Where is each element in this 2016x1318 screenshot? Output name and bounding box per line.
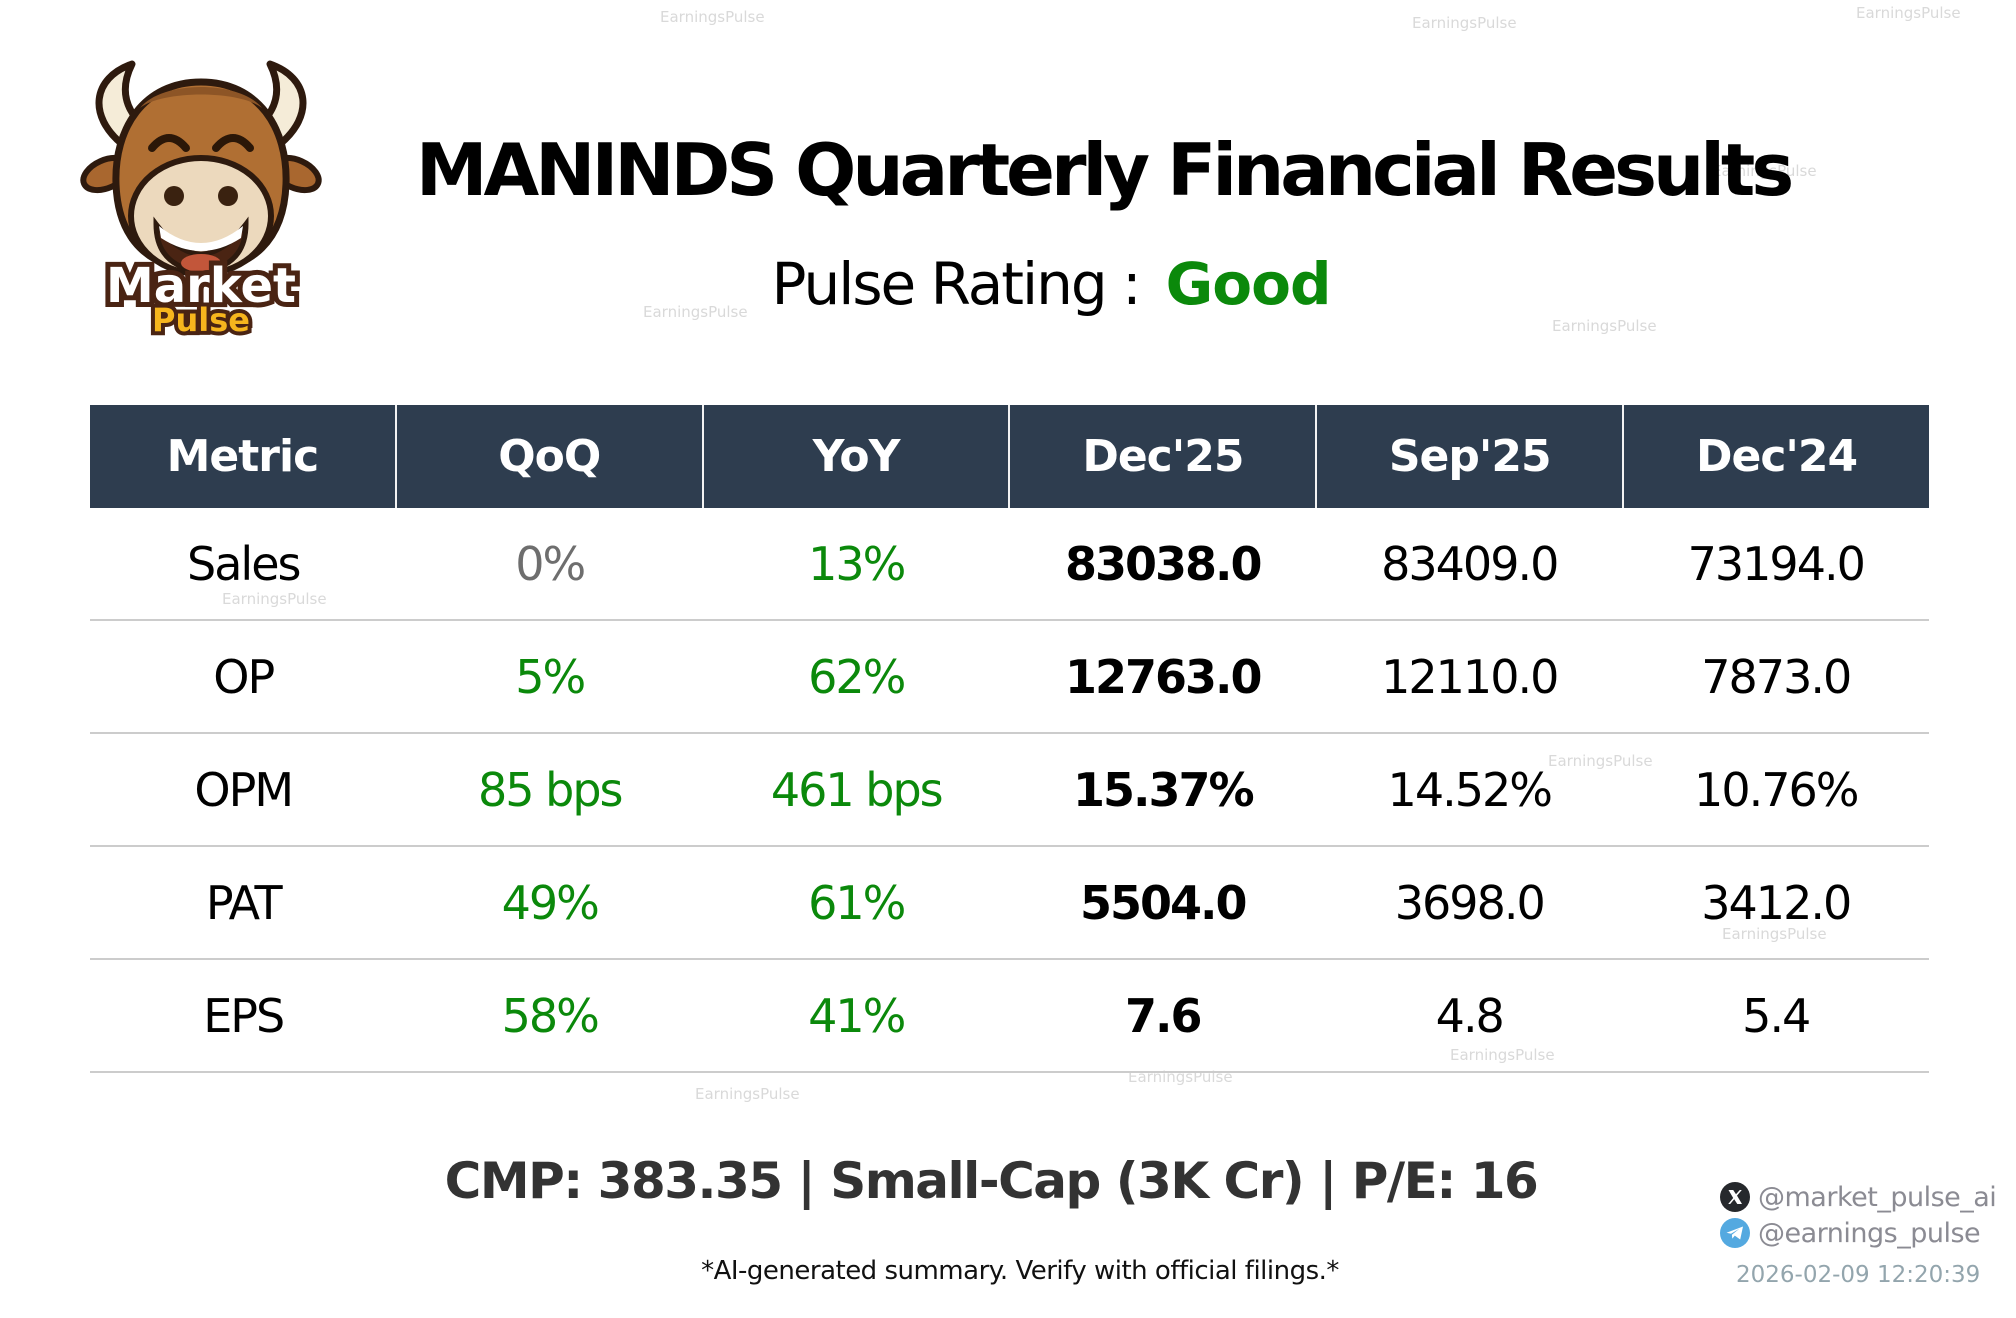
metric-label: PAT [205,875,283,930]
table-cell: 83038.0 [1064,536,1263,591]
telegram-icon [1720,1218,1750,1248]
column-header-metric: Metric [90,405,397,508]
table-cell: 13% [808,536,906,591]
table-cell: 58% [501,988,600,1043]
table-row: OPM 85 bps 461 bps 15.37% 14.52% 10.76% [90,734,1929,847]
table-cell: 3412.0 [1701,875,1852,930]
table-cell: 49% [501,875,600,930]
table-cell: 12763.0 [1064,649,1263,704]
results-table: Metric QoQ YoY Dec'25 Sep'25 Dec'24 Sales 0% 13… [90,405,1929,1073]
table-row: Sales 0% 13% 83038.0 83409.0 73194.0 [90,508,1929,621]
pulse-rating-value: Good [1165,250,1332,318]
column-header-yoy: YoY [704,405,1011,508]
table-cell: 41% [808,988,906,1043]
metric-label: OPM [194,762,294,817]
earningspulse-watermark: EarningsPulse [1412,14,1517,32]
market-pulse-logo: Market Pulse [70,44,332,343]
earningspulse-watermark: EarningsPulse [1552,317,1657,335]
table-body: Sales 0% 13% 83038.0 83409.0 73194.0 OP 5% 62% 12… [90,508,1929,1073]
metric-label: Sales [187,536,301,591]
earningspulse-watermark: EarningsPulse [1722,925,1827,943]
table-cell: 85 bps [477,762,624,817]
earningspulse-watermark: EarningsPulse [222,590,327,608]
page-title: MANINDS Quarterly Financial Results [415,128,1794,212]
earningspulse-watermark: EarningsPulse [1450,1046,1555,1064]
logo-text-market: Market [106,258,296,314]
metric-label: EPS [203,988,285,1043]
table-cell: 14.52% [1387,762,1553,817]
x-handle-row[interactable]: @market_pulse_ai [1720,1180,2016,1214]
earningspulse-watermark: EarningsPulse [1712,162,1817,180]
table-cell: 4.8 [1435,988,1505,1043]
table-cell: 7.6 [1125,988,1202,1043]
table-row: OP 5% 62% 12763.0 12110.0 7873.0 [90,621,1929,734]
table-cell: 3698.0 [1394,875,1546,930]
earningspulse-watermark: EarningsPulse [1856,4,1961,22]
table-cell: 61% [808,875,906,930]
metric-label: OP [213,649,275,704]
table-header-row: Metric QoQ YoY Dec'25 Sep'25 Dec'24 [90,405,1929,508]
column-header-dec-25: Dec'25 [1010,405,1318,508]
table-cell: 5.4 [1742,988,1811,1043]
table-cell: 12110.0 [1381,649,1559,704]
column-header-sep-25: Sep'25 [1317,405,1625,508]
earningspulse-watermark: EarningsPulse [1548,752,1653,770]
pulse-rating: Pulse Rating : Good [43,250,2016,318]
table-cell: 7873.0 [1701,649,1852,704]
table-cell: 73194.0 [1687,536,1866,591]
table-cell: 461 bps [770,762,944,817]
pulse-rating-label: Pulse Rating : [771,250,1142,318]
table-row: EPS 58% 41% 7.6 4.8 5.4 [90,960,1929,1073]
column-header-qoq: QoQ [397,405,704,508]
x-twitter-icon [1720,1182,1750,1212]
disclaimer-text: *AI-generated summary. Verify with offic… [701,1256,1339,1286]
table-cell: 83409.0 [1381,536,1559,591]
earningspulse-watermark: EarningsPulse [695,1085,800,1103]
cmp-summary-line: CMP: 383.35 | Small-Cap (3K Cr) | P/E: 1… [444,1152,1539,1210]
x-handle: @market_pulse_ai [1758,1181,1997,1213]
column-header-dec-24: Dec'24 [1695,431,1858,482]
table-row: PAT 49% 61% 5504.0 3698.0 3412.0 [90,847,1929,960]
table-cell: 62% [808,649,906,704]
earningspulse-watermark: EarningsPulse [643,303,748,321]
table-cell: 5% [515,649,586,704]
earningspulse-watermark: EarningsPulse [660,8,765,26]
generated-timestamp: 2026-02-09 12:20:39 [1736,1262,1981,1288]
logo-text-pulse: Pulse [152,301,250,336]
bull-mascot-icon: Market Pulse [80,60,322,343]
telegram-handle-row[interactable]: @earnings_pulse [1720,1216,2016,1250]
social-links: @market_pulse_ai @earnings_pulse [1720,1180,2016,1252]
table-cell: 15.37% [1072,762,1255,817]
table-cell: 10.76% [1694,762,1859,817]
telegram-handle: @earnings_pulse [1758,1217,1981,1249]
table-cell: 0% [515,536,586,591]
table-cell: 5504.0 [1079,875,1248,930]
